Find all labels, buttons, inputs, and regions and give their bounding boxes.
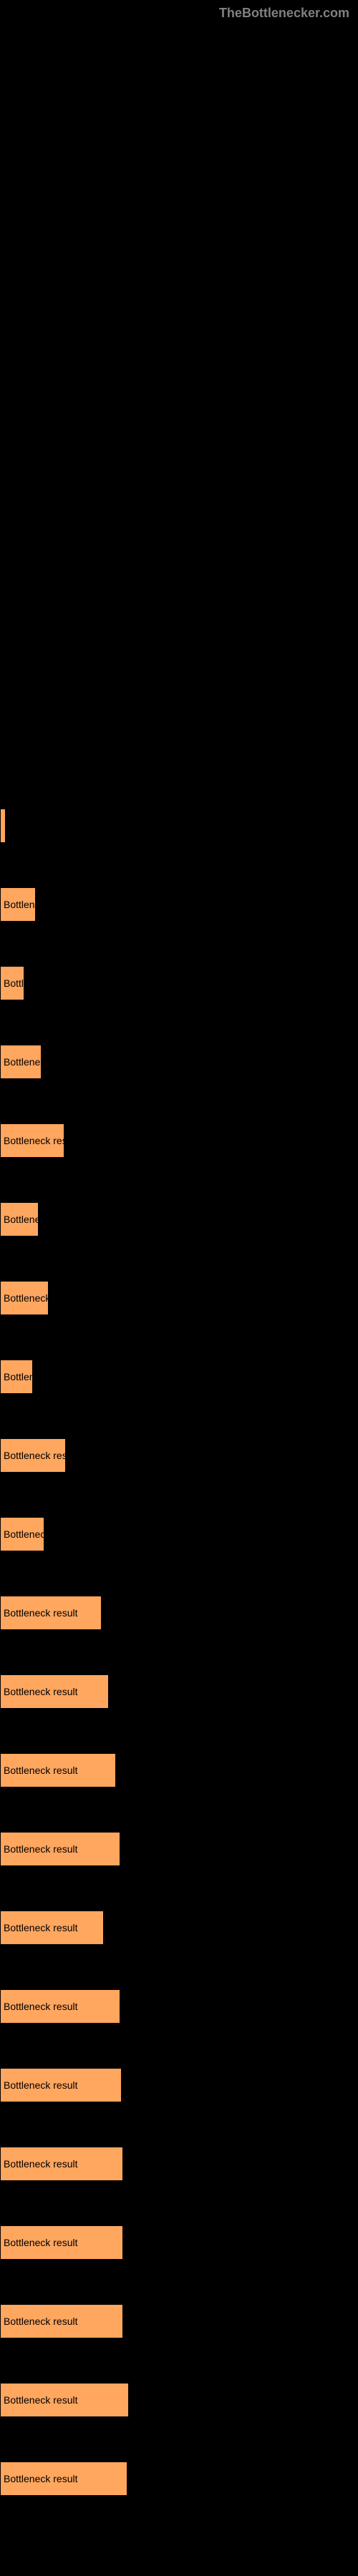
- bar: Bottleneck result: [0, 2383, 129, 2417]
- bar: Bottleneck result: [0, 1281, 49, 1315]
- bar-chart: Bottleneck result Bottleneck result Bottle…: [0, 809, 358, 2540]
- bar: Bottleneck result: [0, 1753, 116, 1787]
- bar-row: Bottleneck result: [0, 2068, 358, 2147]
- bar-label: Bottleneck result: [4, 899, 36, 910]
- bar-label: Bottleneck result: [4, 1528, 44, 1540]
- bar: Bottleneck result: [0, 1832, 120, 1866]
- bar: Bottleneck result: [0, 2462, 127, 2496]
- bar-row: Bottleneck result: [0, 1596, 358, 1674]
- bar: Bottleneck result: [0, 1438, 66, 1473]
- bar-label: Bottleneck result: [4, 2001, 78, 2012]
- bar: Bottleneck result: [0, 1360, 33, 1394]
- bar-label: Bottleneck result: [4, 1607, 78, 1619]
- bar-label: Bottleneck result: [4, 2237, 78, 2248]
- bar-label: Bottleneck result: [4, 2158, 78, 2170]
- bar-label: Bottleneck result: [4, 1450, 66, 1461]
- bar: Bottleneck result: [0, 1911, 104, 1945]
- bar-row: Bottleneck result: [0, 887, 358, 966]
- bar-row: Bottleneck result: [0, 1281, 358, 1360]
- bar: Bottleneck result: [0, 966, 24, 1000]
- bar-label: Bottleneck result: [4, 1922, 78, 1933]
- bar-label: Bottleneck result: [4, 2394, 78, 2406]
- bar-label: Bottleneck result: [4, 2079, 78, 2091]
- bar-row: Bottleneck result: [0, 2225, 358, 2304]
- bar: [0, 809, 6, 843]
- bar-row: Bottleneck result: [0, 2462, 358, 2540]
- bar-row: Bottleneck result: [0, 1832, 358, 1911]
- bar-label: Bottleneck result: [4, 1214, 39, 1225]
- bar-row: Bottleneck result: [0, 1360, 358, 1438]
- bar-label: Bottleneck result: [4, 1765, 78, 1776]
- bar: Bottleneck result: [0, 2225, 123, 2260]
- watermark-text: TheBottlenecker.com: [219, 6, 349, 21]
- bar-row: [0, 809, 358, 887]
- bar: Bottleneck result: [0, 1202, 39, 1236]
- bar: Bottleneck result: [0, 2068, 122, 2102]
- bar-row: Bottleneck result: [0, 2383, 358, 2462]
- bar-row: Bottleneck result: [0, 1045, 358, 1123]
- bar-row: Bottleneck result: [0, 1753, 358, 1832]
- bar-label: Bottleneck result: [4, 977, 24, 989]
- bar-row: Bottleneck result: [0, 1517, 358, 1596]
- bar-row: Bottleneck result: [0, 1202, 358, 1281]
- bar: Bottleneck result: [0, 2304, 123, 2338]
- bar: Bottleneck result: [0, 1045, 42, 1079]
- bar-row: Bottleneck result: [0, 1123, 358, 1202]
- bar: Bottleneck result: [0, 1674, 109, 1709]
- bar: Bottleneck result: [0, 1517, 44, 1551]
- bar: Bottleneck result: [0, 1596, 102, 1630]
- bar-label: Bottleneck result: [4, 1686, 78, 1697]
- bar-label: Bottleneck result: [4, 1135, 64, 1146]
- bar-row: Bottleneck result: [0, 1438, 358, 1517]
- bar-label: Bottleneck result: [4, 2473, 78, 2484]
- bar: Bottleneck result: [0, 887, 36, 922]
- bar-label: Bottleneck result: [4, 2316, 78, 2327]
- bar-row: Bottleneck result: [0, 2147, 358, 2225]
- bar-label: Bottleneck result: [4, 1292, 49, 1304]
- bar-label: Bottleneck result: [4, 1371, 33, 1382]
- bar-row: Bottleneck result: [0, 966, 358, 1045]
- bar-label: Bottleneck result: [4, 1056, 42, 1068]
- bar-row: Bottleneck result: [0, 1989, 358, 2068]
- bar: Bottleneck result: [0, 2147, 123, 2181]
- bar-row: Bottleneck result: [0, 2304, 358, 2383]
- bar-label: Bottleneck result: [4, 1843, 78, 1855]
- bar: Bottleneck result: [0, 1989, 120, 2024]
- bar-row: Bottleneck result: [0, 1674, 358, 1753]
- bar: Bottleneck result: [0, 1123, 64, 1158]
- bar-row: Bottleneck result: [0, 1911, 358, 1989]
